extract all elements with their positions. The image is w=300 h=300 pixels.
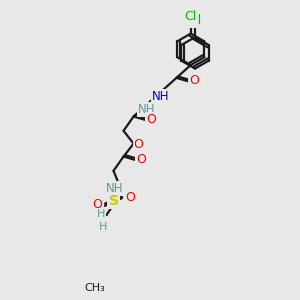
Text: Cl: Cl [184,10,197,23]
Text: CH₃: CH₃ [85,283,105,293]
Text: O: O [146,113,156,126]
Text: H: H [99,222,108,232]
Text: O: O [189,74,199,87]
Text: O: O [136,153,146,166]
Text: O: O [92,198,102,211]
Text: Cl: Cl [189,14,201,27]
Text: NH: NH [138,103,155,116]
Text: S: S [109,194,118,208]
Text: NH: NH [106,182,123,195]
Text: NH: NH [152,90,169,103]
Text: O: O [125,191,135,204]
Text: H: H [97,209,105,219]
Text: O: O [134,138,143,151]
